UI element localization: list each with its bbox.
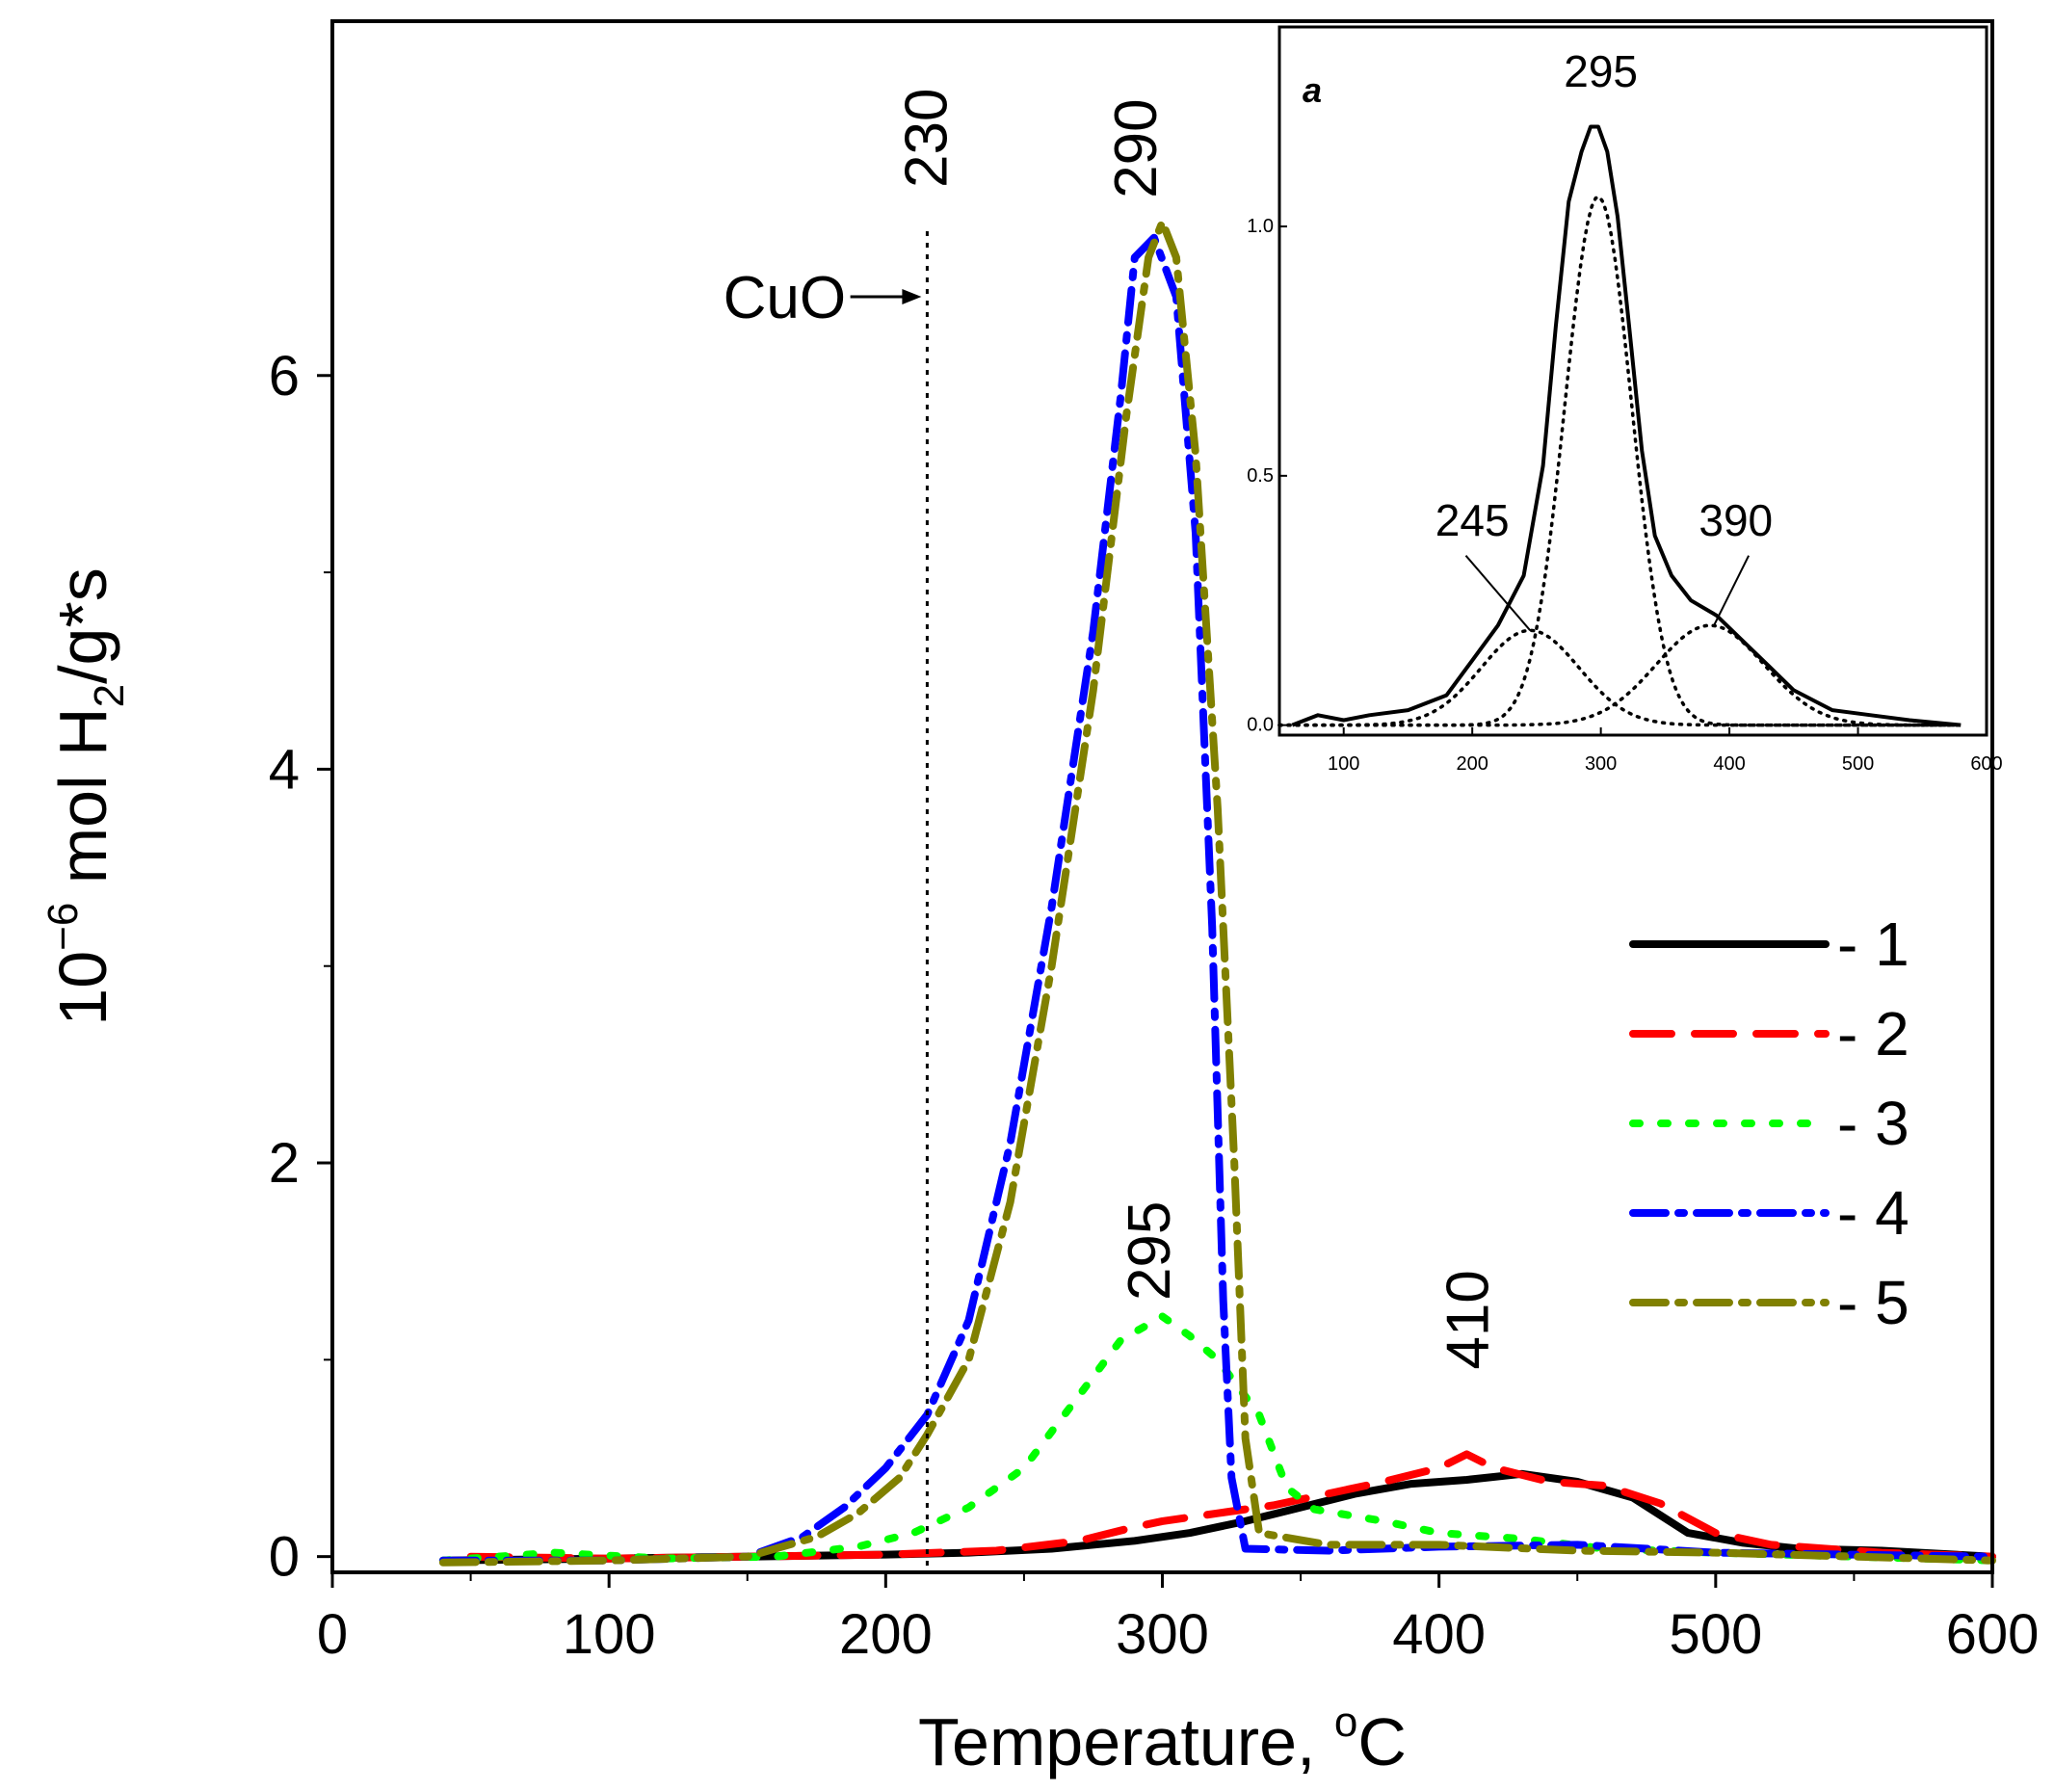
y-tick-label: 0 <box>269 1526 300 1589</box>
inset-peak-245-line <box>1277 628 1961 727</box>
peak-label: 410 <box>1435 1270 1501 1369</box>
x-axis-title: Temperature, oC <box>918 1699 1407 1779</box>
inset-experimental-line <box>1291 124 1962 727</box>
inset-x-tick-label: 300 <box>1585 753 1617 775</box>
arrow-head-icon <box>902 289 922 305</box>
inset-x-tick-label: 100 <box>1328 753 1359 775</box>
x-tick-label: 300 <box>1116 1603 1209 1666</box>
inset-leader-390 <box>1713 555 1751 626</box>
x-tick-label: 100 <box>563 1603 656 1666</box>
inset-panel-label: a <box>1303 70 1322 110</box>
series-4-line <box>438 233 1996 1565</box>
y-tick-label: 4 <box>269 738 300 801</box>
reference-line-label: 230 <box>893 89 960 188</box>
y-tick-label: 2 <box>269 1132 300 1195</box>
series-3-line <box>438 1312 1996 1565</box>
cuo-label: CuO <box>724 265 846 331</box>
peak-label: 290 <box>1103 98 1170 198</box>
inset-peak-label: 390 <box>1698 495 1773 545</box>
annotations-group: 230 CuO 290 295 410 <box>724 89 1501 1572</box>
x-tick-label: 400 <box>1392 1603 1486 1666</box>
inset-x-tick-label: 200 <box>1456 753 1488 775</box>
inset-x-tick-label: 600 <box>1970 753 2002 775</box>
x-tick-label: 200 <box>839 1603 933 1666</box>
inset-y-tick-label: 1.0 <box>1247 216 1274 237</box>
legend-label-3: - 3 <box>1837 1089 1909 1158</box>
inset-peak-label: 295 <box>1564 46 1638 96</box>
legend-label-1: - 1 <box>1837 909 1909 979</box>
inset-leader-245 <box>1464 555 1531 631</box>
series-5-line <box>438 218 1996 1567</box>
legend-label-2: - 2 <box>1837 999 1909 1068</box>
x-tick-label: 500 <box>1669 1603 1762 1666</box>
series-1-line <box>438 1469 1996 1565</box>
x-tick-label: 0 <box>317 1603 348 1666</box>
legend: - 1 - 2 - 3 - 4 - 5 <box>1629 909 1909 1337</box>
inset-chart: 100 200 300 400 500 600 0.0 0.5 1.0 a 295 245 390 <box>1247 25 2003 775</box>
series-2-line <box>466 1450 1996 1563</box>
legend-label-5: - 5 <box>1837 1268 1909 1337</box>
inset-y-tick-label: 0.0 <box>1247 715 1274 736</box>
peak-label: 295 <box>1117 1201 1183 1301</box>
inset-x-tick-label: 500 <box>1842 753 1874 775</box>
inset-x-tick-label: 400 <box>1713 753 1745 775</box>
main-series-group <box>438 218 1996 1567</box>
x-tick-label: 600 <box>1946 1603 2040 1666</box>
inset-peak-label: 245 <box>1435 495 1510 545</box>
inset-peak-390-line <box>1277 623 1961 727</box>
inset-y-tick-label: 0.5 <box>1247 465 1274 487</box>
axes-group: 0 100 200 300 400 500 600 0 2 4 6 <box>269 345 2040 1666</box>
y-tick-label: 6 <box>269 345 300 408</box>
legend-label-4: - 4 <box>1837 1178 1909 1248</box>
y-axis-title: 10−6 mol H2/g*s <box>40 567 133 1025</box>
